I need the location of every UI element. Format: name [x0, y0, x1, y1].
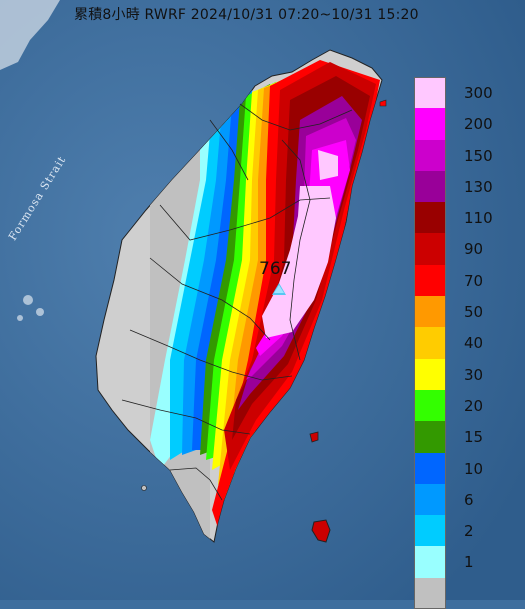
- legend-swatch: [414, 170, 446, 203]
- mainland-coast: [0, 0, 60, 70]
- legend-label: 70: [464, 271, 484, 290]
- legend-label: 110: [464, 209, 493, 228]
- county-boundaries: [121, 103, 353, 501]
- legend-swatch: [414, 202, 446, 234]
- penghu-islands: [17, 295, 44, 321]
- legend-label: 40: [464, 334, 484, 353]
- legend-row: 150: [414, 139, 504, 171]
- legend-label: 150: [464, 146, 493, 165]
- map-title: 累積8小時 RWRF 2024/10/31 07:20~10/31 15:20: [74, 7, 419, 23]
- legend-swatch: [414, 389, 446, 422]
- rainfall-legend: 300 200 150 130 110 90 70 50 40 30 20 15 10 6 2 1: [414, 77, 504, 609]
- legend-swatch: [414, 515, 446, 547]
- legend-row: 1: [414, 546, 504, 578]
- legend-row: 90: [414, 233, 504, 265]
- legend-row: 10: [414, 452, 504, 484]
- legend-label: 200: [464, 115, 493, 134]
- legend-row: 200: [414, 108, 504, 140]
- liuqiu-island: [141, 485, 147, 491]
- legend-swatch: [414, 77, 446, 109]
- lanyu-island: [311, 519, 331, 543]
- legend-label: 130: [464, 177, 493, 196]
- legend-swatch: [414, 139, 446, 171]
- legend-row: 30: [414, 358, 504, 390]
- legend-row: 70: [414, 264, 504, 297]
- legend-label: 30: [464, 365, 484, 384]
- legend-row: 6: [414, 483, 504, 516]
- legend-label: 50: [464, 303, 484, 322]
- legend-swatch: [414, 327, 446, 359]
- legend-label: 1: [464, 553, 474, 572]
- green-island: [309, 431, 319, 443]
- legend-swatch: [414, 421, 446, 453]
- legend-row: 40: [414, 327, 504, 359]
- legend-swatch: [414, 358, 446, 390]
- legend-swatch: [414, 233, 446, 265]
- legend-swatch: [414, 108, 446, 140]
- legend-label: 300: [464, 84, 493, 102]
- legend-row: 15: [414, 421, 504, 453]
- peak-triangle-icon: [272, 283, 286, 295]
- peak-value-label: 767: [259, 259, 292, 279]
- legend-row: 300: [414, 77, 504, 109]
- legend-label: 10: [464, 459, 484, 478]
- legend-row: 50: [414, 296, 504, 328]
- legend-swatch: [414, 296, 446, 328]
- legend-row: 2: [414, 515, 504, 547]
- legend-label: 15: [464, 428, 484, 447]
- legend-swatch: [414, 483, 446, 516]
- legend-swatch: [414, 452, 446, 484]
- legend-swatch: [414, 546, 446, 578]
- legend-label: 6: [464, 490, 474, 509]
- legend-label: 2: [464, 522, 474, 541]
- legend-label: 20: [464, 396, 484, 415]
- guishan-island: [379, 99, 387, 107]
- legend-label: 90: [464, 240, 484, 259]
- legend-row: 20: [414, 389, 504, 422]
- legend-swatch: [414, 577, 446, 609]
- legend-row: 110: [414, 202, 504, 234]
- legend-row: 130: [414, 170, 504, 203]
- legend-swatch: [414, 264, 446, 297]
- legend-row: [414, 577, 504, 609]
